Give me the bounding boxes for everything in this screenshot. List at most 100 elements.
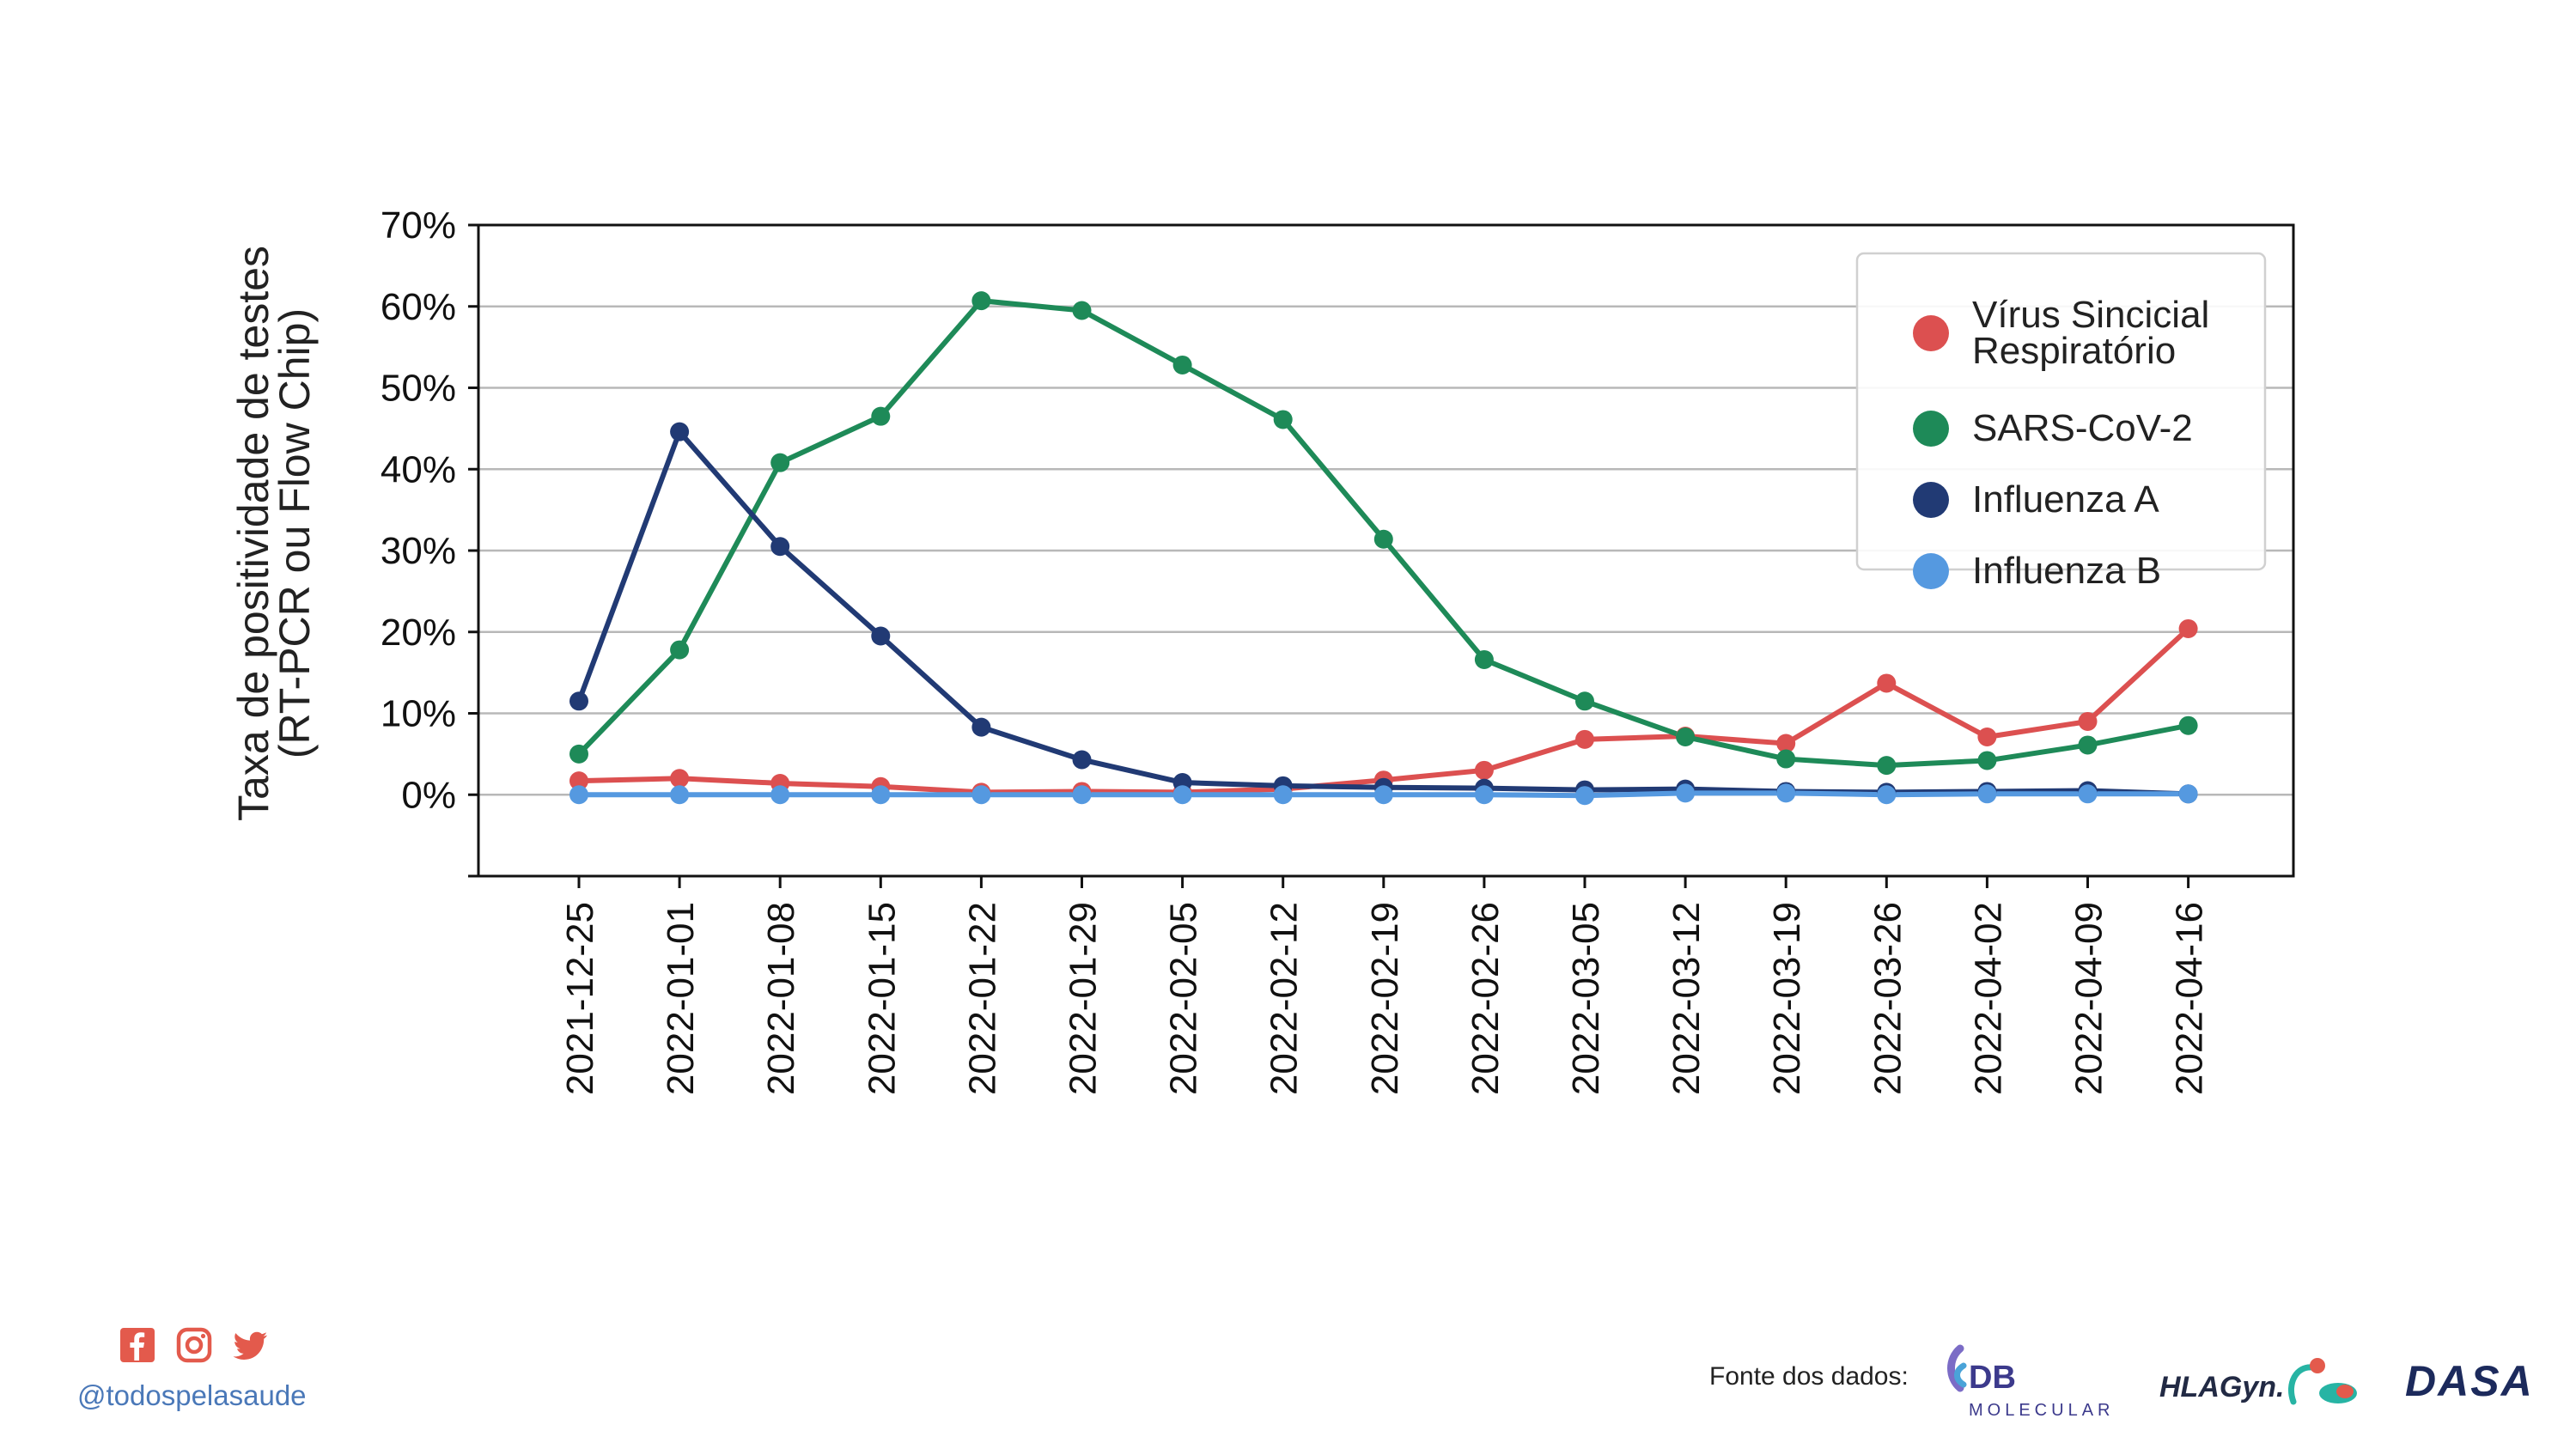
legend-marker bbox=[1913, 553, 1949, 589]
data-point-influenza-b bbox=[2078, 784, 2098, 804]
legend-box bbox=[1855, 252, 2267, 571]
hlagyn-logo: HLAGyn. bbox=[2159, 1358, 2357, 1405]
data-point-sars-cov-2 bbox=[971, 291, 991, 311]
y-axis-label-line: Taxa de positividade de testes bbox=[229, 246, 277, 821]
legend-label-line: SARS-CoV-2 bbox=[1972, 407, 2193, 449]
x-tick-label: 2022-02-26 bbox=[1465, 902, 1507, 1095]
data-point-v-rus-sincicial-respirat-rio bbox=[670, 769, 690, 788]
data-point-sars-cov-2 bbox=[1172, 355, 1192, 374]
data-point-v-rus-sincicial-respirat-rio bbox=[1776, 734, 1796, 753]
x-tick-label: 2022-01-22 bbox=[961, 902, 1003, 1095]
data-point-influenza-b bbox=[1373, 785, 1393, 805]
data-point-influenza-a bbox=[1072, 750, 1092, 770]
legend-marker bbox=[1913, 411, 1949, 447]
facebook-icon[interactable] bbox=[119, 1326, 156, 1364]
data-point-sars-cov-2 bbox=[2178, 715, 2198, 735]
legend-marker bbox=[1913, 315, 1949, 351]
y-tick-label: 70% bbox=[381, 204, 456, 247]
y-tick-label: 30% bbox=[381, 530, 456, 572]
data-point-influenza-b bbox=[670, 785, 690, 805]
x-tick-label: 2022-04-02 bbox=[1967, 902, 2009, 1095]
legend-label: Influenza B bbox=[1972, 550, 2161, 592]
y-axis-label-line: (RT-PCR ou Flow Chip) bbox=[271, 308, 319, 758]
x-tick-label: 2022-02-19 bbox=[1364, 902, 1406, 1095]
x-tick-label: 2022-04-16 bbox=[2169, 902, 2211, 1095]
data-point-sars-cov-2 bbox=[1877, 756, 1897, 776]
legend-label-line: Influenza B bbox=[1972, 550, 2161, 592]
x-tick-label: 2022-02-12 bbox=[1264, 902, 1306, 1095]
data-point-influenza-b bbox=[2178, 784, 2198, 804]
data-point-v-rus-sincicial-respirat-rio bbox=[1474, 760, 1494, 780]
y-axis-label-text: Taxa de positividade de testes(RT-PCR ou… bbox=[229, 246, 319, 821]
x-tick-label: 2022-03-05 bbox=[1565, 902, 1607, 1095]
data-point-influenza-b bbox=[1676, 783, 1696, 803]
data-point-sars-cov-2 bbox=[1273, 410, 1293, 429]
legend-label: SARS-CoV-2 bbox=[1972, 407, 2193, 449]
data-point-influenza-b bbox=[1172, 785, 1192, 805]
data-point-influenza-b bbox=[871, 785, 891, 805]
twitter-icon[interactable] bbox=[232, 1326, 270, 1364]
data-point-influenza-a bbox=[770, 537, 790, 557]
x-axis-ticks: 2021-12-25 2022-01-01 2022-01-08 2022-01-15… bbox=[559, 876, 2211, 1095]
data-point-sars-cov-2 bbox=[1373, 529, 1393, 549]
instagram-icon[interactable] bbox=[175, 1326, 213, 1364]
data-point-sars-cov-2 bbox=[1776, 749, 1796, 769]
y-axis-label: Taxa de positividade de testes(RT-PCR ou… bbox=[229, 246, 319, 821]
social-handle[interactable]: @todospelasaude bbox=[77, 1379, 307, 1411]
x-tick-label: 2022-03-19 bbox=[1766, 902, 1808, 1095]
data-point-sars-cov-2 bbox=[770, 453, 790, 472]
dasa-logo-text: DASA bbox=[2405, 1357, 2534, 1404]
social-icons bbox=[119, 1326, 270, 1364]
data-point-influenza-b bbox=[1474, 785, 1494, 805]
data-point-influenza-a bbox=[971, 717, 991, 737]
x-tick-label: 2022-01-15 bbox=[861, 902, 903, 1095]
y-tick-label: 20% bbox=[381, 612, 456, 654]
x-tick-label: 2022-01-01 bbox=[660, 902, 702, 1095]
x-tick-label: 2022-03-12 bbox=[1666, 902, 1708, 1095]
data-point-influenza-a bbox=[670, 422, 690, 441]
data-point-sars-cov-2 bbox=[1474, 649, 1494, 669]
series-points bbox=[569, 291, 2198, 806]
data-point-influenza-b bbox=[1072, 785, 1092, 805]
data-point-influenza-a bbox=[569, 691, 588, 711]
data-point-v-rus-sincicial-respirat-rio bbox=[569, 771, 588, 791]
data-point-sars-cov-2 bbox=[569, 744, 588, 764]
data-point-influenza-b bbox=[770, 785, 790, 805]
data-point-v-rus-sincicial-respirat-rio bbox=[1575, 729, 1594, 749]
legend-label: Vírus Sincicial Respiratório bbox=[1972, 294, 2209, 372]
data-point-sars-cov-2 bbox=[871, 406, 891, 426]
data-point-sars-cov-2 bbox=[1977, 751, 1997, 770]
data-point-v-rus-sincicial-respirat-rio bbox=[2078, 711, 2098, 731]
data-source-label: Fonte dos dados: bbox=[1709, 1362, 1909, 1391]
legend-label-line: Vírus Sincicial bbox=[1972, 294, 2209, 336]
data-point-sars-cov-2 bbox=[2078, 735, 2098, 755]
x-tick-label: 2022-02-05 bbox=[1163, 902, 1205, 1095]
data-point-influenza-b bbox=[569, 785, 588, 805]
y-axis-ticks: 0% 10% 20% 30% 40% 50% 60% 70% bbox=[381, 204, 478, 878]
data-point-influenza-b bbox=[1877, 785, 1897, 805]
molecular-logo-text: MOLECULAR bbox=[1969, 1401, 2114, 1420]
x-tick-label: 2022-01-08 bbox=[760, 902, 802, 1095]
data-point-influenza-b bbox=[971, 785, 991, 805]
data-point-v-rus-sincicial-respirat-rio bbox=[2178, 618, 2198, 638]
legend-marker bbox=[1913, 482, 1949, 518]
y-tick-label: 40% bbox=[381, 448, 456, 490]
legend-label-line: Respiratório bbox=[1972, 330, 2176, 372]
dasa-logo: DASA bbox=[2405, 1357, 2534, 1404]
db-molecular-logo: DB MOLECULAR bbox=[1947, 1344, 2114, 1420]
data-point-influenza-b bbox=[1273, 785, 1293, 805]
data-point-v-rus-sincicial-respirat-rio bbox=[1877, 673, 1897, 693]
data-point-influenza-b bbox=[1575, 786, 1594, 806]
hlagyn-logo-text: HLAGyn. bbox=[2159, 1371, 2284, 1403]
x-tick-label: 2021-12-25 bbox=[559, 902, 601, 1095]
data-point-influenza-a bbox=[871, 626, 891, 646]
legend: Vírus Sincicial Respiratório SARS-CoV-2 Inf… bbox=[1855, 252, 2267, 592]
data-point-sars-cov-2 bbox=[1676, 727, 1696, 746]
y-tick-label: 50% bbox=[381, 368, 456, 410]
legend-label-line: Influenza A bbox=[1972, 478, 2159, 521]
data-point-influenza-b bbox=[1776, 783, 1796, 803]
series-line-v-rus-sincicial-respirat-rio bbox=[576, 625, 2191, 795]
x-tick-label: 2022-03-26 bbox=[1867, 902, 1909, 1095]
x-tick-label: 2022-04-09 bbox=[2068, 902, 2110, 1095]
